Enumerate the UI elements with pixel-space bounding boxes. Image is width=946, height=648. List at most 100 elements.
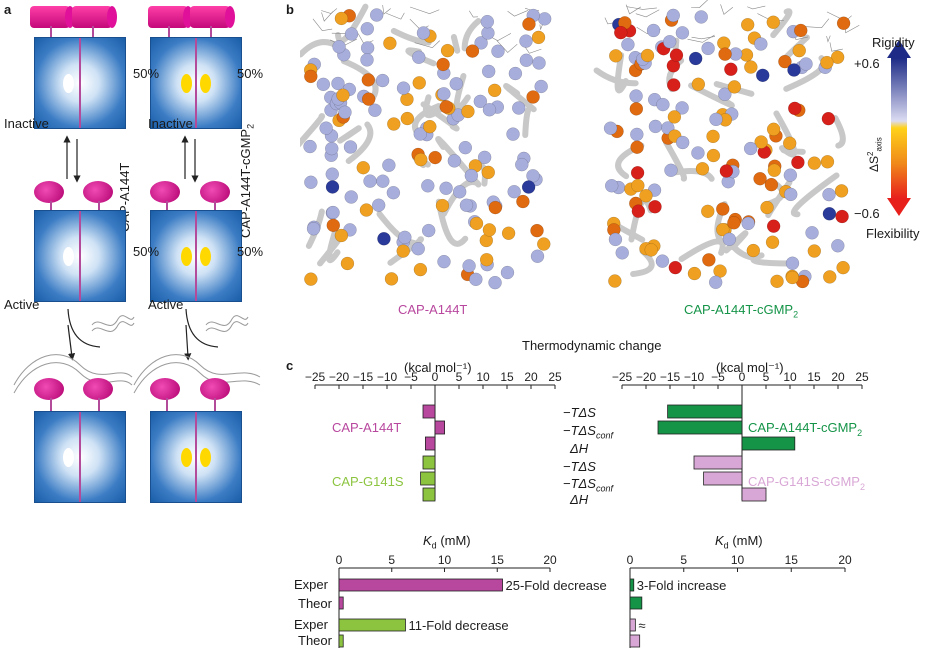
atom-sphere	[359, 203, 374, 217]
atom-sphere	[823, 270, 837, 284]
atom-sphere	[648, 119, 663, 134]
atom-sphere	[477, 150, 492, 165]
atom-sphere	[458, 140, 473, 155]
ribbon	[334, 3, 369, 44]
atom-sphere	[792, 43, 806, 58]
atom-sphere	[603, 121, 618, 135]
atom-sphere	[464, 168, 479, 183]
thermo-title: Thermodynamic change	[522, 338, 662, 353]
atom-sphere	[304, 175, 318, 190]
ligand-stick	[409, 6, 440, 14]
unit-label-right: (kcal mol⁻¹)	[716, 360, 784, 375]
atom-sphere	[754, 37, 768, 51]
x-tick-label: 25	[855, 370, 869, 384]
atom-sphere	[412, 76, 427, 90]
linker	[168, 26, 170, 38]
atom-sphere	[744, 60, 758, 74]
atom-sphere	[799, 57, 813, 71]
atom-sphere	[439, 100, 454, 114]
atom-sphere	[719, 164, 734, 178]
linker	[214, 398, 216, 412]
atom-sphere	[716, 222, 730, 237]
ligand-stick	[625, 4, 642, 15]
ribbon	[461, 18, 482, 52]
ligand-stick	[691, 0, 709, 8]
atom-sphere	[469, 272, 483, 287]
equilibrium-arrows	[63, 135, 199, 183]
panel-b-structures	[300, 0, 911, 290]
ribbon	[405, 47, 437, 67]
atom-sphere	[440, 43, 455, 58]
atom-sphere	[304, 69, 318, 84]
atom-sphere	[675, 135, 690, 150]
x-tick-label: 10	[783, 370, 797, 384]
atom-sphere	[639, 188, 653, 203]
atom-sphere	[695, 162, 710, 176]
ribbon	[503, 83, 537, 113]
atom-sphere	[521, 180, 536, 194]
x-tick-label: 10	[438, 553, 452, 567]
linker	[50, 26, 52, 38]
atom-sphere	[449, 76, 464, 91]
ribbon	[790, 172, 840, 218]
ligand-stick	[507, 10, 528, 17]
atom-sphere	[664, 163, 678, 178]
atom-sphere	[691, 77, 706, 92]
atom-sphere	[363, 174, 377, 188]
bar	[629, 618, 636, 632]
scale-max-label: +0.6	[854, 56, 880, 71]
atom-sphere	[755, 68, 770, 83]
atom-sphere	[386, 185, 401, 200]
atom-sphere	[414, 152, 428, 167]
atom-sphere	[480, 14, 495, 29]
atom-sphere	[331, 76, 345, 91]
atom-sphere	[820, 155, 835, 169]
atom-sphere	[473, 94, 488, 109]
atom-sphere	[821, 111, 836, 126]
atom-sphere	[382, 158, 396, 172]
series-label: CAP-A144T-cGMP2	[748, 420, 862, 438]
protein-structure-left	[300, 3, 552, 290]
atom-sphere	[655, 254, 670, 268]
ribbon	[773, 110, 798, 158]
atom-sphere	[835, 209, 849, 224]
atom-sphere	[765, 235, 780, 249]
atom-sphere	[369, 8, 384, 22]
atom-sphere	[482, 223, 497, 237]
atom-sphere	[474, 36, 488, 50]
bar-annotation: 25-Fold decrease	[506, 578, 607, 593]
linker	[166, 398, 168, 412]
scale-min-label: −0.6	[854, 206, 880, 221]
ribbon	[450, 34, 461, 54]
bar	[338, 596, 344, 610]
atom-sphere	[764, 177, 779, 192]
dna-binding-domain	[34, 378, 64, 400]
atom-sphere	[675, 101, 689, 115]
atom-sphere	[656, 97, 670, 112]
percent-label: 50%	[237, 244, 264, 259]
atom-sphere	[387, 117, 401, 131]
ligand-stick	[414, 40, 440, 49]
atom-sphere	[479, 252, 494, 267]
atom-sphere	[487, 83, 502, 98]
atom-sphere	[709, 112, 723, 127]
atom-sphere	[646, 23, 661, 38]
atom-sphere	[716, 202, 730, 216]
atom-sphere	[640, 48, 655, 63]
atom-sphere	[439, 181, 453, 196]
x-tick-label: 0	[739, 370, 746, 384]
atom-sphere	[306, 221, 321, 236]
panel-c-label: c	[286, 358, 294, 373]
structure-label-left: CAP-A144T	[398, 302, 468, 317]
atom-sphere	[396, 81, 411, 95]
atom-sphere	[770, 274, 784, 289]
atom-sphere	[834, 184, 849, 198]
atom-sphere	[836, 16, 851, 30]
bar	[629, 634, 641, 648]
x-tick-label: −20	[636, 370, 657, 384]
atom-sphere	[334, 11, 349, 26]
percent-label: 50%	[133, 66, 160, 81]
colorbar	[891, 58, 907, 198]
row-label: Exper	[294, 617, 328, 632]
atom-sphere	[398, 230, 412, 245]
